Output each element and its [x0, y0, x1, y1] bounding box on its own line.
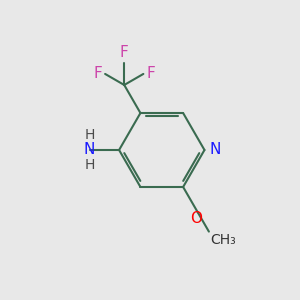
Text: H: H	[85, 128, 95, 142]
Text: N: N	[84, 142, 95, 158]
Text: F: F	[146, 66, 155, 81]
Text: N: N	[210, 142, 221, 158]
Text: CH₃: CH₃	[210, 233, 236, 247]
Text: F: F	[93, 66, 102, 81]
Text: H: H	[85, 158, 95, 172]
Text: O: O	[190, 211, 202, 226]
Text: F: F	[120, 45, 129, 60]
